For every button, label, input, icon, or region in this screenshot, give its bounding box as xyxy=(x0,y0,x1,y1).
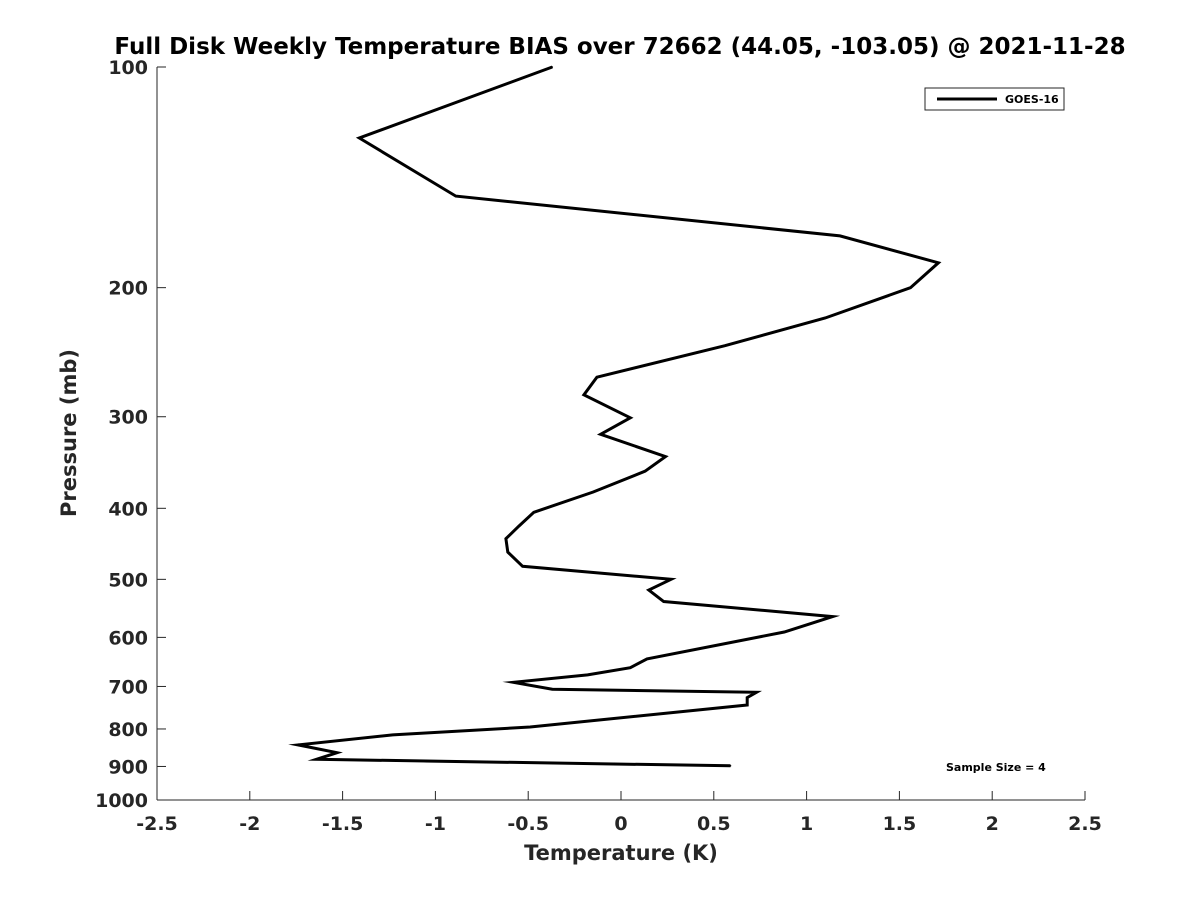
data-point xyxy=(505,537,507,540)
data-point xyxy=(533,511,535,514)
y-tick-label: 700 xyxy=(108,676,148,698)
data-point xyxy=(551,688,554,690)
data-point xyxy=(391,734,394,736)
data-point xyxy=(507,551,509,553)
x-tick-label: -2 xyxy=(239,813,260,835)
x-tick-label: 1 xyxy=(800,813,813,835)
y-tick-label: 300 xyxy=(108,407,148,429)
y-tick-label: 200 xyxy=(108,278,148,300)
x-tick-label: -0.5 xyxy=(507,813,549,835)
data-point xyxy=(336,751,338,754)
data-point xyxy=(586,674,589,676)
data-point xyxy=(664,455,667,458)
data-point xyxy=(746,704,748,706)
data-point xyxy=(824,317,826,319)
x-axis-label: Temperature (K) xyxy=(524,841,718,865)
data-point xyxy=(512,681,515,684)
legend: GOES-16 xyxy=(924,87,1065,111)
data-point xyxy=(729,765,732,767)
data-point xyxy=(937,262,940,264)
data-point xyxy=(629,417,632,419)
axes: -2.5 -2 -1.5 -1 -0.5 0 0.5 1 1.5 2 2.5 100 200 300 400… xyxy=(95,57,1102,835)
data-point xyxy=(755,691,758,694)
data-point xyxy=(551,66,554,68)
y-axis-label: Pressure (mb) xyxy=(57,349,81,517)
data-point xyxy=(662,600,665,603)
data-point xyxy=(358,137,361,139)
data-point xyxy=(596,376,598,379)
data-point xyxy=(592,491,594,493)
sample-size-annotation: Sample Size = 4 xyxy=(946,761,1046,774)
y-tick-label: 600 xyxy=(108,627,148,649)
x-tick-label: -2.5 xyxy=(136,813,178,835)
data-point xyxy=(521,565,524,568)
chart-title: Full Disk Weekly Temperature BIAS over 7… xyxy=(114,34,1125,60)
x-tick-label: 0.5 xyxy=(697,813,731,835)
data-point xyxy=(583,394,585,396)
series-layer xyxy=(288,65,942,768)
data-point xyxy=(648,589,650,591)
data-point xyxy=(909,286,912,289)
data-point xyxy=(297,744,299,746)
data-point xyxy=(670,578,672,581)
x-tick-label: 2.5 xyxy=(1068,813,1102,835)
data-point xyxy=(783,631,786,633)
y-tick-label: 500 xyxy=(108,569,148,591)
data-point xyxy=(599,433,602,436)
x-tick-label: 2 xyxy=(986,813,999,835)
data-point xyxy=(644,470,646,473)
x-tick-label: 0 xyxy=(614,813,627,835)
data-point xyxy=(529,726,531,728)
x-tick-label: -1 xyxy=(425,813,446,835)
data-point xyxy=(315,758,318,761)
data-point xyxy=(646,658,648,660)
legend-label-goes-16: GOES-16 xyxy=(1005,93,1059,106)
y-tick-label: 100 xyxy=(108,57,148,79)
data-point xyxy=(746,696,748,699)
x-tick-label: 1.5 xyxy=(883,813,917,835)
y-tick-label: 800 xyxy=(108,719,148,741)
data-point xyxy=(455,195,457,197)
data-point xyxy=(518,525,520,527)
data-point xyxy=(724,344,726,347)
data-point xyxy=(629,666,632,669)
y-tick-label: 1000 xyxy=(95,790,148,812)
data-point xyxy=(831,615,834,618)
y-tick-label: 400 xyxy=(108,498,148,520)
data-point xyxy=(839,235,841,237)
x-tick-label: -1.5 xyxy=(322,813,364,835)
y-tick-label: 900 xyxy=(108,756,148,778)
